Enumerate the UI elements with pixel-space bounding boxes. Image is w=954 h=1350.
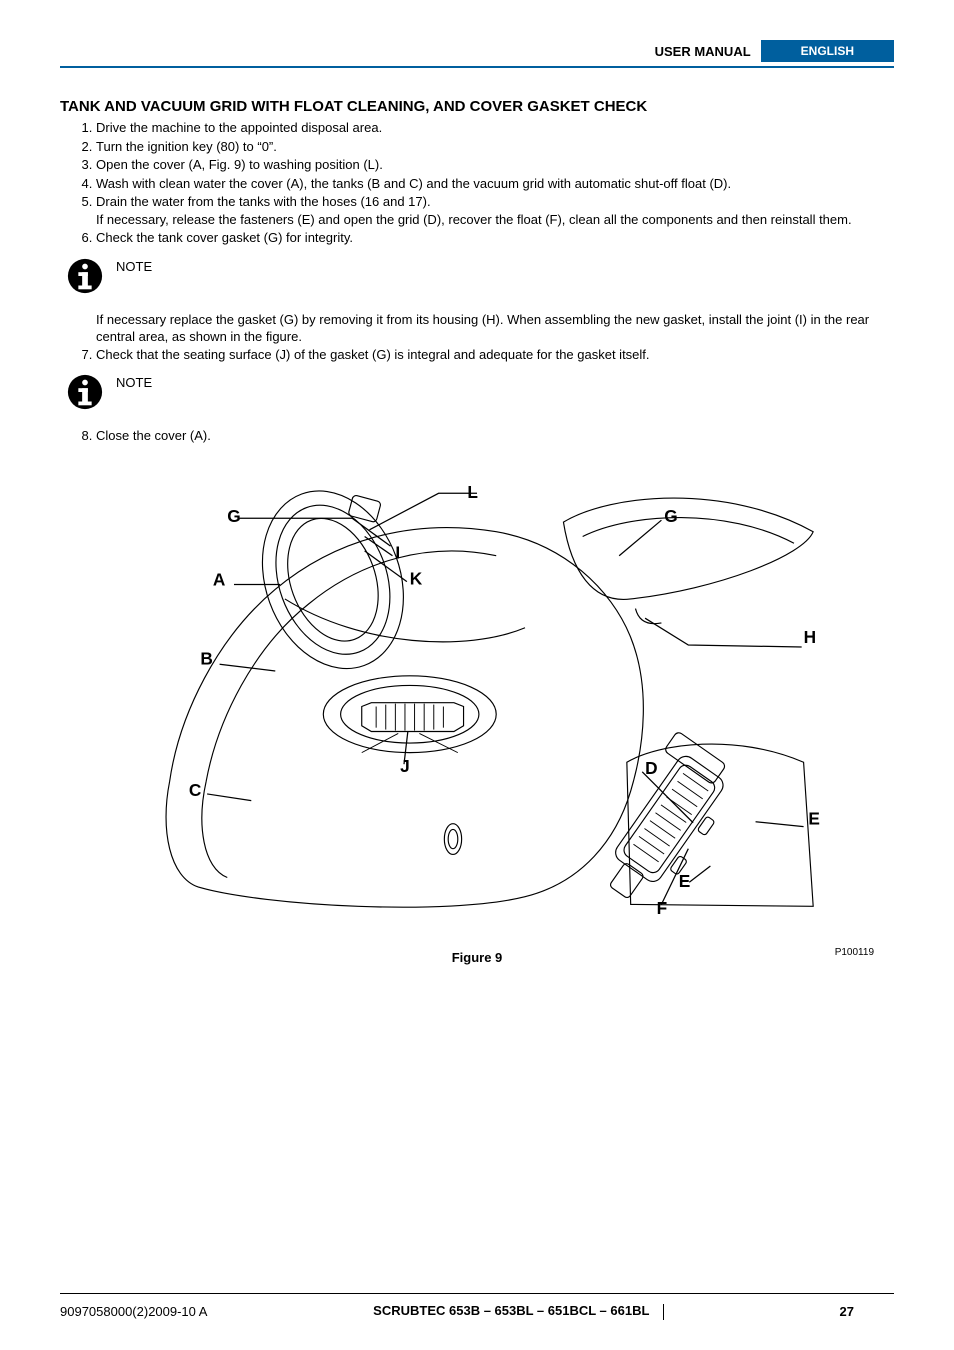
note-1-text: If necessary replace the gasket (G) by r… (96, 311, 894, 346)
step-2: Turn the ignition key (80) to “0”. (96, 138, 894, 156)
footer-center-text: SCRUBTEC 653B – 653BL – 651BCL – 661BL (373, 1303, 649, 1318)
steps-list-1: Drive the machine to the appointed dispo… (60, 119, 894, 247)
callout-G1: G (227, 506, 240, 526)
leader-line (645, 618, 802, 647)
step-5: Drain the water from the tanks with the … (96, 193, 894, 228)
steps-list-3: Close the cover (A). (60, 427, 894, 445)
language-badge: ENGLISH (761, 40, 894, 62)
note-label-2: NOTE (116, 373, 152, 390)
figure-diagram: GLIKABJCGHDEEF (112, 455, 842, 935)
section-heading: TANK AND VACUUM GRID WITH FLOAT CLEANING… (60, 98, 894, 115)
footer-page: 27 (840, 1304, 894, 1319)
leader-line (369, 493, 477, 530)
footer-left: 9097058000(2)2009-10 A (60, 1304, 207, 1319)
footer-row: 9097058000(2)2009-10 A SCRUBTEC 653B – 6… (60, 1303, 894, 1320)
step-5-text: Drain the water from the tanks with the … (96, 194, 431, 209)
header-row: USER MANUAL ENGLISH (60, 40, 894, 62)
footer-separator (663, 1304, 664, 1320)
callout-D: D (645, 758, 657, 778)
callout-F: F (657, 898, 668, 918)
footer-rule (60, 1293, 894, 1294)
figure-caption: Figure 9 (60, 950, 894, 965)
callout-A: A (213, 570, 226, 590)
callout-L: L (467, 482, 478, 502)
callout-E2: E (679, 871, 691, 891)
callout-E1: E (808, 809, 820, 829)
step-5b-text: If necessary, release the fasteners (E) … (96, 212, 852, 227)
callout-G2: G (664, 506, 677, 526)
leader-line (642, 772, 693, 823)
figure-code: P100119 (835, 947, 874, 958)
callout-C: C (189, 780, 201, 800)
step-6: Check the tank cover gasket (G) for inte… (96, 229, 894, 247)
figure-area: GLIKABJCGHDEEF P100119 Figure 9 (60, 455, 894, 965)
callout-B: B (200, 648, 212, 668)
callout-K: K (410, 569, 423, 589)
info-icon (66, 373, 104, 411)
callout-I: I (395, 543, 400, 563)
step-8: Close the cover (A). (96, 427, 894, 445)
step-7: Check that the seating surface (J) of th… (96, 346, 894, 364)
step-1: Drive the machine to the appointed dispo… (96, 119, 894, 137)
leader-line (689, 866, 710, 882)
info-icon (66, 257, 104, 295)
callout-J: J (400, 756, 410, 776)
leader-line (756, 822, 804, 827)
leader-line (220, 664, 276, 671)
note-block-2: NOTE (66, 373, 894, 417)
leader-line (207, 794, 251, 801)
callout-H: H (804, 627, 816, 647)
note-block-1: NOTE (66, 257, 894, 301)
manual-label: USER MANUAL (655, 44, 751, 59)
note-label-1: NOTE (116, 257, 152, 274)
step-4: Wash with clean water the cover (A), the… (96, 175, 894, 193)
header-rule (60, 66, 894, 68)
steps-list-2: Check that the seating surface (J) of th… (60, 346, 894, 364)
leader-line (619, 520, 661, 556)
step-3: Open the cover (A, Fig. 9) to washing po… (96, 156, 894, 174)
footer-center: SCRUBTEC 653B – 653BL – 651BCL – 661BL (373, 1303, 674, 1320)
